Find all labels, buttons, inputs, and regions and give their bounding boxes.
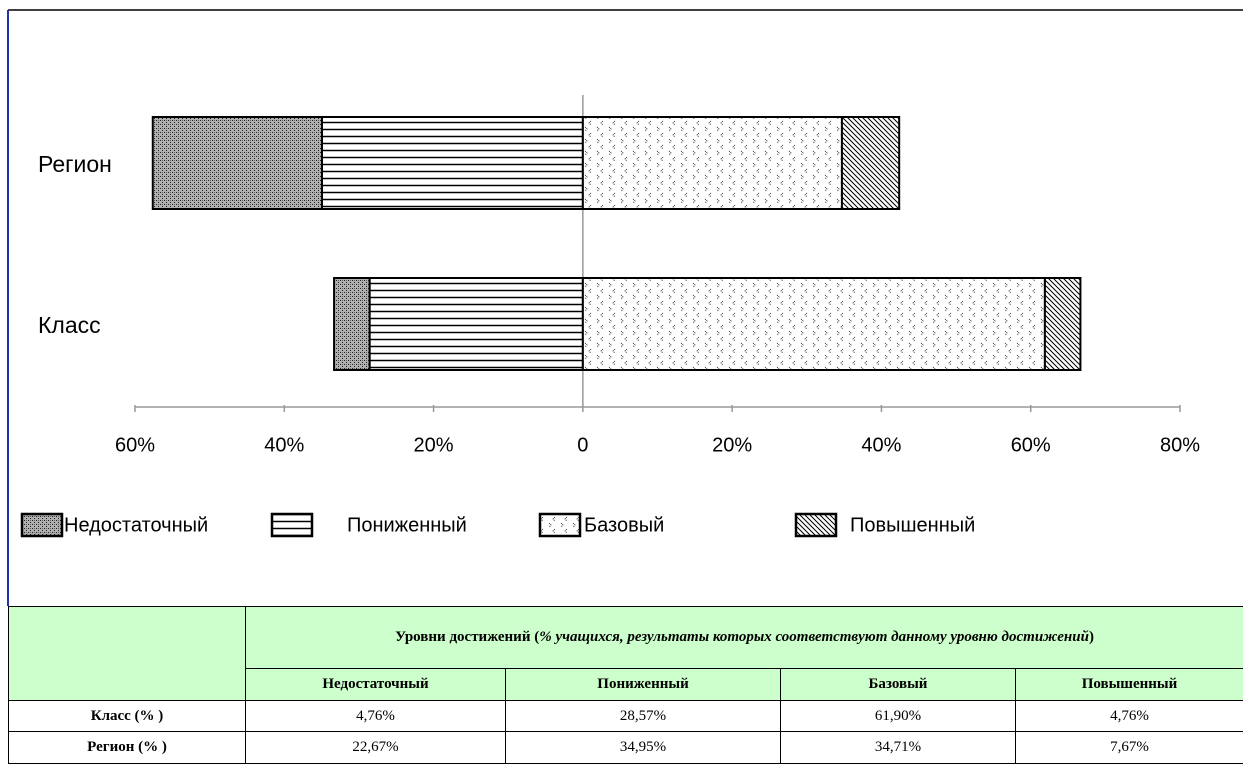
- row-header: Класс (% ): [9, 701, 246, 732]
- cell: 7,67%: [1016, 732, 1243, 764]
- title-part: Уровни достижений (: [395, 629, 539, 645]
- cell: 4,76%: [1016, 701, 1243, 732]
- x-tick-label: 40%: [861, 434, 901, 456]
- legend-label: Базовый: [584, 514, 664, 536]
- row-header: Регион (% ): [9, 732, 246, 764]
- cell: 34,71%: [781, 732, 1016, 764]
- legend-label: Пониженный: [347, 514, 467, 536]
- category-label: Регион: [38, 151, 112, 177]
- corner-cell: [9, 607, 246, 701]
- chart: Регион Класс 60% 40% 20% 0 20% 40% 60% 80% Недоста…: [0, 0, 1243, 606]
- bar-segment: [842, 117, 899, 209]
- x-tick-label: 40%: [264, 434, 304, 456]
- column-header: Повышенный: [1016, 669, 1243, 701]
- cell: 28,57%: [506, 701, 781, 732]
- cell: 34,95%: [506, 732, 781, 764]
- x-tick-label: 20%: [414, 434, 454, 456]
- legend-label: Недостаточный: [64, 514, 208, 536]
- legend-swatch: [22, 514, 62, 536]
- column-header: Базовый: [781, 669, 1016, 701]
- legend-label: Повышенный: [850, 514, 975, 536]
- x-tick-label: 60%: [1011, 434, 1051, 456]
- bar-segment: [153, 117, 322, 209]
- column-header: Недостаточный: [246, 669, 506, 701]
- bar-segment: [583, 278, 1045, 370]
- x-tick-label: 0: [577, 434, 588, 456]
- x-tick-label: 60%: [115, 434, 155, 456]
- legend-swatch: [796, 514, 836, 536]
- column-header: Пониженный: [506, 669, 781, 701]
- category-label: Класс: [38, 312, 101, 338]
- cell: 4,76%: [246, 701, 506, 732]
- legend-swatch: [272, 514, 312, 536]
- title-part: % учащихся, результаты которых соответст…: [539, 629, 1089, 645]
- bar-segment: [1045, 278, 1081, 370]
- bar-segment: [583, 117, 842, 209]
- bar-segment: [322, 117, 583, 209]
- cell: 61,90%: [781, 701, 1016, 732]
- bar-segment: [334, 278, 370, 370]
- results-table: Уровни достижений (% учащихся, результат…: [8, 606, 1243, 764]
- x-tick-label: 20%: [712, 434, 752, 456]
- bar-segment: [370, 278, 583, 370]
- cell: 22,67%: [246, 732, 506, 764]
- table-title: Уровни достижений (% учащихся, результат…: [246, 607, 1243, 669]
- title-part: ): [1089, 629, 1094, 645]
- x-tick-label: 80%: [1160, 434, 1200, 456]
- legend-swatch: [540, 514, 580, 536]
